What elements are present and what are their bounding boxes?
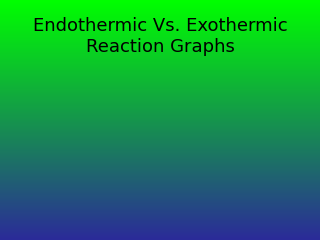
Text: Endothermic Vs. Exothermic
Reaction Graphs: Endothermic Vs. Exothermic Reaction Grap… [33, 17, 287, 56]
